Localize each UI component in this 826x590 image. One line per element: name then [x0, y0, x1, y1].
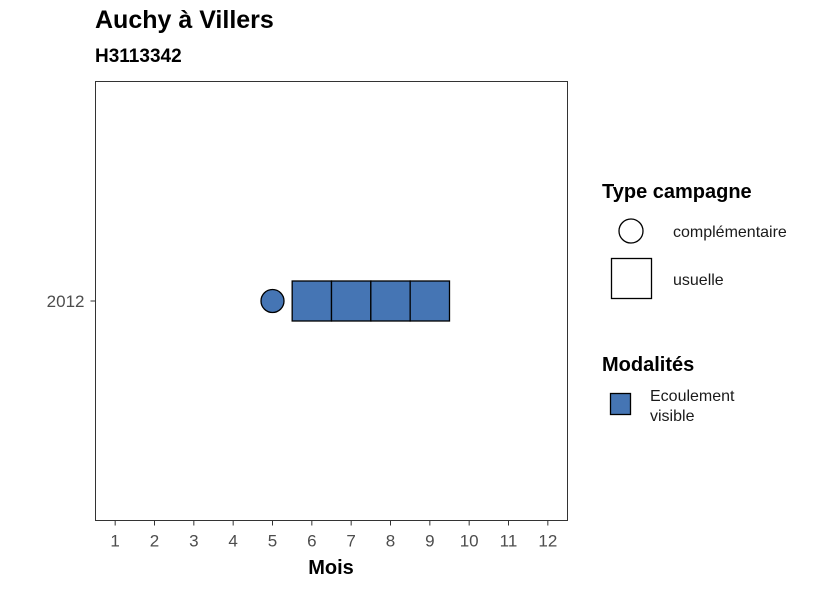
x-axis-title: Mois	[308, 557, 354, 579]
data-point-usuelle	[291, 280, 333, 322]
legend-key-square	[610, 257, 653, 300]
legend-title-type-campagne: Type campagne	[602, 181, 752, 203]
legend-title-modalites: Modalités	[602, 354, 694, 376]
x-tick-label: 2	[150, 532, 159, 551]
x-tick-label: 11	[500, 532, 518, 551]
chart-subtitle: H3113342	[95, 46, 182, 67]
x-tick-label: 4	[228, 532, 237, 551]
data-point-complementaire	[260, 288, 285, 314]
y-tick-label: 2012	[47, 292, 85, 311]
y-axis: 2012	[47, 292, 96, 311]
legend-label-complementaire: complémentaire	[673, 224, 787, 241]
legend-key-ecoulement-visible	[609, 392, 632, 416]
data-point-usuelle	[409, 280, 451, 322]
legend-label-usuelle: usuelle	[673, 272, 724, 289]
x-tick-label: 5	[268, 532, 277, 551]
x-tick-label: 12	[538, 532, 557, 551]
x-tick-label: 8	[386, 532, 395, 551]
x-tick-label: 3	[189, 532, 198, 551]
chart-title: Auchy à Villers	[95, 6, 274, 34]
x-tick-label: 1	[110, 532, 119, 551]
x-tick-label: 6	[307, 532, 316, 551]
x-axis: 1 2 3 4 5 6 7 8 9 10 11 12	[110, 520, 557, 551]
x-tick-label: 10	[460, 532, 479, 551]
legend-label-visible: visible	[650, 408, 695, 425]
data-marks	[260, 280, 451, 322]
data-point-usuelle	[330, 280, 372, 322]
x-tick-label: 7	[346, 532, 355, 551]
x-tick-label: 9	[425, 532, 434, 551]
data-point-usuelle	[370, 280, 411, 322]
legend-label-ecoulement: Ecoulement	[650, 388, 735, 405]
legend-key-circle	[618, 218, 644, 244]
